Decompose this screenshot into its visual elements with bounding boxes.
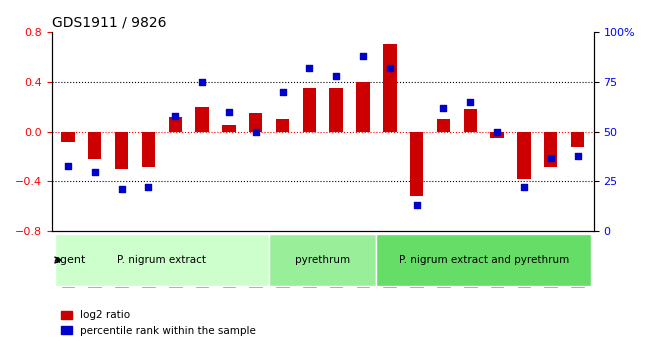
Point <box>170 113 181 118</box>
FancyBboxPatch shape <box>269 234 376 286</box>
Bar <box>303 88 316 131</box>
Text: GDS1911 / 9826: GDS1911 / 9826 <box>52 15 166 29</box>
Bar <box>142 131 155 167</box>
Bar <box>437 119 450 131</box>
Point <box>224 109 234 114</box>
Point <box>278 89 288 94</box>
Point <box>250 129 261 134</box>
Point <box>385 65 395 70</box>
Text: P. nigrum extract: P. nigrum extract <box>117 255 206 265</box>
Bar <box>517 131 530 179</box>
FancyBboxPatch shape <box>55 234 269 286</box>
Bar <box>168 117 182 131</box>
Point <box>465 99 475 104</box>
Bar <box>88 131 101 159</box>
Point <box>573 153 583 158</box>
Text: P. nigrum extract and pyrethrum: P. nigrum extract and pyrethrum <box>398 255 569 265</box>
Bar <box>383 44 396 131</box>
Bar <box>571 131 584 147</box>
Point <box>90 169 100 174</box>
FancyBboxPatch shape <box>376 234 591 286</box>
Point <box>519 185 529 190</box>
Bar <box>463 109 477 131</box>
Text: agent: agent <box>53 255 86 265</box>
Point <box>492 129 502 134</box>
Bar <box>356 81 370 131</box>
Point <box>545 155 556 160</box>
Bar <box>249 113 263 131</box>
Bar <box>61 131 75 141</box>
Bar <box>222 125 235 131</box>
Point <box>411 203 422 208</box>
Point <box>63 163 73 168</box>
Bar <box>115 131 128 169</box>
Point <box>116 187 127 192</box>
Bar <box>330 88 343 131</box>
Text: pyrethrum: pyrethrum <box>295 255 350 265</box>
Point <box>143 185 153 190</box>
Point <box>331 73 341 78</box>
Point <box>197 79 207 84</box>
Bar <box>196 107 209 131</box>
Bar <box>276 119 289 131</box>
Point <box>358 53 368 58</box>
Point <box>438 105 448 110</box>
Bar <box>544 131 558 167</box>
Legend: log2 ratio, percentile rank within the sample: log2 ratio, percentile rank within the s… <box>57 306 260 340</box>
Bar <box>490 131 504 138</box>
Point <box>304 65 315 70</box>
Bar <box>410 131 423 197</box>
